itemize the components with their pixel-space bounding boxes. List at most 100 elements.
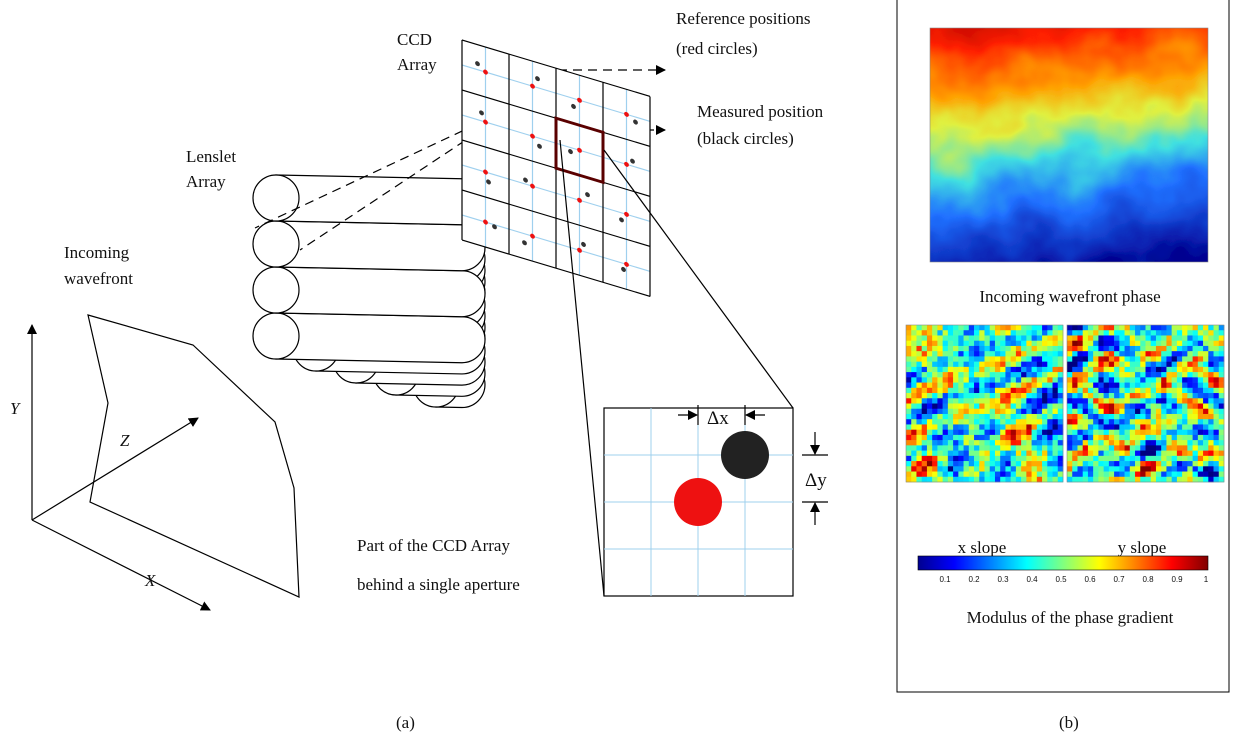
slope-pixel	[968, 372, 975, 378]
slope-pixel	[916, 450, 922, 457]
slope-pixel	[1203, 398, 1209, 404]
slope-pixel	[1005, 461, 1011, 467]
slope-pixel	[1057, 455, 1064, 462]
slope-pixel	[1150, 455, 1157, 462]
slope-pixel	[994, 413, 1001, 420]
slope-pixel	[1057, 366, 1064, 373]
slope-pixel	[1197, 450, 1204, 457]
slope-pixel	[1021, 440, 1027, 446]
slope-pixel	[1031, 366, 1038, 373]
reference-spot	[577, 97, 582, 103]
slope-pixel	[906, 403, 912, 410]
slope-pixel	[1108, 345, 1115, 352]
slope-pixel	[968, 403, 975, 410]
slope-pixel	[1067, 393, 1073, 399]
slope-pixel	[1140, 345, 1146, 352]
colorbar-tick-label: 0.9	[1171, 575, 1183, 584]
slope-pixel	[1119, 471, 1125, 478]
slope-pixel	[1031, 413, 1038, 420]
slope-pixel	[958, 450, 964, 457]
slope-pixel	[1093, 340, 1099, 347]
slope-pixel	[1218, 445, 1225, 451]
slope-pixel	[1135, 440, 1141, 446]
slope-pixel	[1031, 398, 1038, 404]
slope-pixel	[1129, 372, 1136, 378]
slope-pixel	[1203, 387, 1209, 394]
reference-spot	[483, 219, 488, 225]
slope-pixel	[1192, 445, 1199, 451]
slope-pixel	[1015, 351, 1022, 357]
slope-pixel	[947, 393, 954, 399]
slope-pixel	[1067, 455, 1073, 462]
slope-pixel	[942, 351, 949, 357]
slope-pixel	[1021, 335, 1027, 341]
slope-pixel	[1021, 340, 1027, 347]
slope-pixel	[1021, 398, 1027, 404]
slope-pixel	[921, 387, 928, 394]
label: Part of the CCD Array	[357, 536, 510, 555]
slope-pixel	[958, 356, 964, 362]
slope-pixel	[963, 461, 970, 467]
slope-pixel	[1187, 351, 1193, 357]
slope-pixel	[1026, 424, 1032, 430]
slope-pixel	[1197, 345, 1204, 352]
slope-pixel	[911, 335, 917, 341]
slope-pixel	[1203, 424, 1209, 430]
slope-pixel	[1036, 351, 1043, 357]
slope-pixel	[921, 429, 928, 436]
slope-pixel	[1192, 450, 1199, 457]
slope-pixel	[1182, 424, 1188, 430]
slope-pixel	[1052, 413, 1059, 420]
slope-pixel	[1208, 345, 1214, 352]
slope-pixel	[1005, 361, 1011, 368]
slope-pixel	[1098, 461, 1104, 467]
slope-pixel	[963, 377, 970, 383]
slope-pixel	[1114, 382, 1120, 389]
slope-pixel	[1166, 351, 1172, 357]
slope-pixel	[989, 361, 996, 368]
slope-pixel	[1072, 445, 1078, 451]
slope-pixel	[947, 335, 954, 341]
slope-pixel	[1098, 330, 1104, 336]
slope-pixel	[958, 393, 964, 399]
slope-pixel	[1087, 351, 1094, 357]
slope-pixel	[1052, 450, 1059, 457]
slope-pixel	[1203, 429, 1209, 436]
slope-pixel	[989, 466, 996, 472]
reference-spot	[483, 119, 488, 125]
slope-pixel	[1218, 461, 1225, 467]
slope-pixel	[1124, 361, 1131, 368]
slope-pixel	[1150, 372, 1157, 378]
slope-pixel	[1052, 345, 1059, 352]
slope-pixel	[1005, 377, 1011, 383]
slope-pixel	[1021, 471, 1027, 478]
slope-pixel	[1072, 387, 1078, 394]
slope-pixel	[989, 403, 996, 410]
slope-pixel	[1208, 372, 1214, 378]
slope-pixel	[994, 340, 1001, 347]
slope-pixel	[984, 387, 991, 394]
slope-pixel	[1010, 351, 1017, 357]
slope-pixel	[1087, 408, 1094, 415]
slope-pixel	[1187, 403, 1193, 410]
slope-pixel	[1052, 325, 1059, 331]
slope-pixel	[1031, 461, 1038, 467]
slope-pixel	[1155, 340, 1162, 347]
slope-pixel	[906, 471, 912, 478]
slope-pixel	[1119, 450, 1125, 457]
slope-pixel	[916, 413, 922, 420]
slope-pixel	[953, 434, 959, 441]
slope-pixel	[1052, 424, 1059, 430]
slope-pixel	[1161, 372, 1167, 378]
slope-pixel	[1052, 372, 1059, 378]
slope-pixel	[906, 361, 912, 368]
slope-pixel	[1036, 382, 1043, 389]
slope-pixel	[1176, 361, 1183, 368]
slope-pixel	[953, 372, 959, 378]
slope-pixel	[1161, 387, 1167, 394]
slope-pixel	[1015, 476, 1022, 483]
slope-pixel	[1114, 424, 1120, 430]
slope-pixel	[989, 429, 996, 436]
slope-pixel	[994, 450, 1001, 457]
slope-pixel	[1005, 471, 1011, 478]
